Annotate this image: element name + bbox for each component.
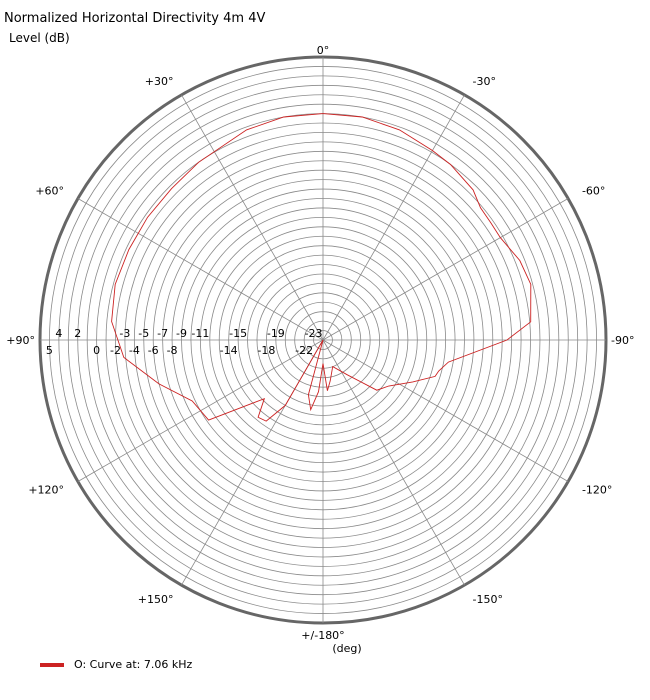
angle-label: -90° xyxy=(611,334,634,347)
angle-unit-label: (deg) xyxy=(332,642,361,655)
legend-swatch xyxy=(40,663,64,667)
r-tick-label: -4 xyxy=(129,344,140,357)
r-tick-label: -6 xyxy=(148,344,159,357)
r-tick-label: -11 xyxy=(191,327,209,340)
r-tick-label: -15 xyxy=(229,327,247,340)
grid-spoke xyxy=(77,198,324,341)
r-tick-label: -3 xyxy=(119,327,130,340)
chart-title: Normalized Horizontal Directivity 4m 4V xyxy=(4,11,266,26)
level-axis-label: Level (dB) xyxy=(9,31,70,45)
r-tick-label: -8 xyxy=(167,344,178,357)
angle-label: +/-180° xyxy=(301,629,344,642)
r-tick-label: -22 xyxy=(295,344,313,357)
angle-label: +150° xyxy=(138,593,174,606)
r-tick-label: -19 xyxy=(267,327,285,340)
r-tick-label: -23 xyxy=(305,327,323,340)
r-tick-label: -2 xyxy=(110,344,121,357)
r-tick-label: -5 xyxy=(138,327,149,340)
grid-spoke xyxy=(181,94,324,341)
grid-spoke xyxy=(322,339,569,482)
r-tick-label: 5 xyxy=(46,344,53,357)
curve-layer xyxy=(111,113,532,422)
series-curve xyxy=(111,113,532,422)
grid-spoke xyxy=(322,94,465,341)
angle-labels: 0° +30° +60° +90° +120° +150° +/-180° -150° -120… xyxy=(6,44,634,642)
grid-spoke xyxy=(322,198,569,341)
grid-spoke xyxy=(322,339,465,586)
angle-label: -150° xyxy=(473,593,503,606)
angle-label: +120° xyxy=(28,484,64,497)
legend: O: Curve at: 7.06 kHz xyxy=(40,658,192,671)
r-tick-label: -9 xyxy=(176,327,187,340)
r-tick-label: -14 xyxy=(220,344,238,357)
angle-label: -120° xyxy=(582,484,612,497)
angle-label: +30° xyxy=(145,75,174,88)
polar-grid xyxy=(38,55,608,625)
radial-tick-labels: 4 2 -3 -5 -7 -9 -11 -15 -19 -23 5 0 -2 -4 -6 -8 -14 -18 -2… xyxy=(46,327,323,357)
angle-label: -30° xyxy=(473,75,496,88)
r-tick-label: -18 xyxy=(257,344,275,357)
angle-label: 0° xyxy=(317,44,330,57)
r-tick-label: 0 xyxy=(93,344,100,357)
angle-label: -60° xyxy=(582,185,605,198)
r-tick-label: -7 xyxy=(157,327,168,340)
r-tick-label: 2 xyxy=(74,327,81,340)
angle-label: +90° xyxy=(6,334,35,347)
r-tick-label: 4 xyxy=(55,327,62,340)
legend-series-name: O: Curve at: 7.06 kHz xyxy=(74,658,193,671)
angle-label: +60° xyxy=(35,185,64,198)
